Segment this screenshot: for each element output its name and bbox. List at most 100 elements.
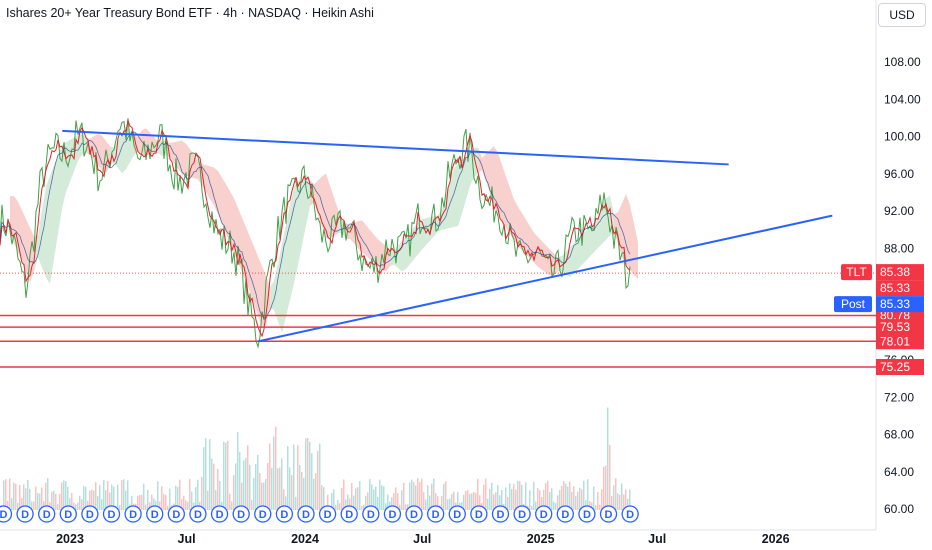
dividend-marker-circle	[362, 505, 380, 523]
cloud-segment	[70, 137, 74, 182]
dividend-marker[interactable]: D	[513, 505, 531, 523]
volume-bar	[141, 494, 143, 510]
dividend-marker-letter: D	[540, 509, 548, 521]
volume-bar	[291, 475, 293, 510]
price-line-green	[0, 118, 631, 349]
cloud-segment	[398, 240, 402, 272]
volume-bar	[51, 491, 53, 510]
dividend-marker[interactable]: D	[340, 505, 358, 523]
volume-bar	[191, 491, 193, 510]
dividend-marker-letter: D	[108, 509, 116, 521]
dividend-marker[interactable]: D	[102, 505, 121, 523]
volume-bar	[391, 497, 393, 510]
dividend-marker[interactable]: D	[318, 505, 337, 523]
dividend-marker[interactable]: D	[383, 505, 402, 523]
volume-bar	[541, 496, 543, 510]
volume-bar	[349, 498, 351, 510]
volume-bar	[319, 443, 321, 510]
volume-bar	[131, 495, 133, 510]
cloud-segment	[74, 135, 78, 172]
dividend-marker-letter: D	[280, 509, 288, 521]
volume-bar	[15, 483, 17, 510]
dividend-marker-circle	[297, 505, 315, 523]
dividend-marker-letter: D	[43, 509, 51, 521]
cloud-segment	[54, 154, 58, 259]
volume-bar	[363, 504, 365, 510]
dividend-marker[interactable]: D	[448, 505, 466, 523]
dividend-marker[interactable]: D	[535, 505, 553, 523]
time-axis: 2023 Jul 2024 Jul 2025 Jul 2026	[56, 532, 789, 546]
volume-bar	[547, 480, 549, 510]
volume-bar	[23, 484, 25, 510]
volume-bar	[147, 489, 149, 510]
dividend-marker[interactable]: D	[124, 505, 142, 523]
dividend-marker-circle	[38, 505, 56, 523]
volume-bar	[341, 488, 343, 510]
volume-bar	[307, 437, 309, 510]
dividend-marker[interactable]: D	[189, 505, 207, 523]
dividend-marker[interactable]: D	[146, 505, 164, 523]
volume-bar	[485, 478, 487, 510]
chart-title: Ishares 20+ Year Treasury Bond ETF · 4h …	[6, 6, 374, 20]
volume-bar	[557, 495, 559, 510]
dividend-marker[interactable]: D	[16, 505, 34, 523]
trendline[interactable]	[257, 214, 833, 343]
volume-bar	[461, 501, 463, 510]
cloud-segment	[190, 149, 194, 179]
volume-bar	[471, 493, 473, 510]
volume-bar	[587, 479, 589, 510]
dividend-marker[interactable]: D	[621, 505, 639, 523]
dividend-marker[interactable]: D	[599, 505, 618, 523]
volume-bar	[489, 488, 491, 510]
dividend-marker[interactable]: D	[210, 505, 229, 523]
dividend-marker[interactable]: D	[81, 505, 99, 523]
dividend-marker[interactable]: D	[254, 505, 272, 523]
volume-bar	[67, 486, 69, 510]
volume-bar	[169, 488, 171, 510]
volume-bar	[159, 501, 161, 510]
cloud-segment	[454, 164, 458, 227]
volume-bar	[409, 482, 411, 510]
dividend-marker[interactable]: D	[232, 505, 250, 523]
volume-bar	[197, 479, 199, 510]
volume-bar	[361, 505, 363, 510]
dividend-marker[interactable]: D	[275, 505, 294, 523]
volume-bar	[317, 450, 319, 510]
dividend-marker[interactable]: D	[491, 505, 510, 523]
dividend-marker[interactable]: D	[297, 505, 315, 523]
volume-bar	[57, 504, 59, 510]
dividend-marker-circle	[102, 505, 121, 523]
volume-bar	[83, 485, 85, 510]
dividend-marker[interactable]: D	[38, 505, 56, 523]
support-levels	[0, 272, 876, 368]
volume-bar	[185, 500, 187, 510]
dividend-marker[interactable]: D	[0, 505, 13, 523]
volume-bar	[427, 485, 429, 510]
trendline[interactable]	[62, 129, 729, 166]
volume-bar	[603, 466, 605, 510]
currency-selector[interactable]: USD	[878, 3, 926, 27]
cloud-segment	[350, 223, 354, 244]
volume-bar	[117, 484, 119, 510]
dividend-marker[interactable]: D	[362, 505, 380, 523]
dividend-marker-letter: D	[583, 509, 591, 521]
volume-bar	[47, 478, 49, 510]
x-tick-label: 2024	[291, 532, 319, 546]
volume-bar	[377, 497, 379, 510]
dividend-marker[interactable]: D	[470, 505, 488, 523]
dividend-marker[interactable]: D	[59, 505, 77, 523]
volume-bar	[139, 495, 141, 510]
volume-bar	[283, 489, 285, 510]
dividend-marker[interactable]: D	[167, 505, 185, 523]
volume-bar	[245, 457, 247, 510]
dividend-marker[interactable]: D	[426, 505, 445, 523]
cloud-segment	[366, 225, 370, 260]
volume-bar	[543, 489, 545, 510]
dividend-marker[interactable]: D	[556, 505, 574, 523]
volume-bar	[581, 489, 583, 510]
dividend-marker[interactable]: D	[405, 505, 423, 523]
volume-bar	[337, 500, 339, 510]
volume-bar	[217, 469, 219, 510]
dividend-marker[interactable]: D	[578, 505, 596, 523]
